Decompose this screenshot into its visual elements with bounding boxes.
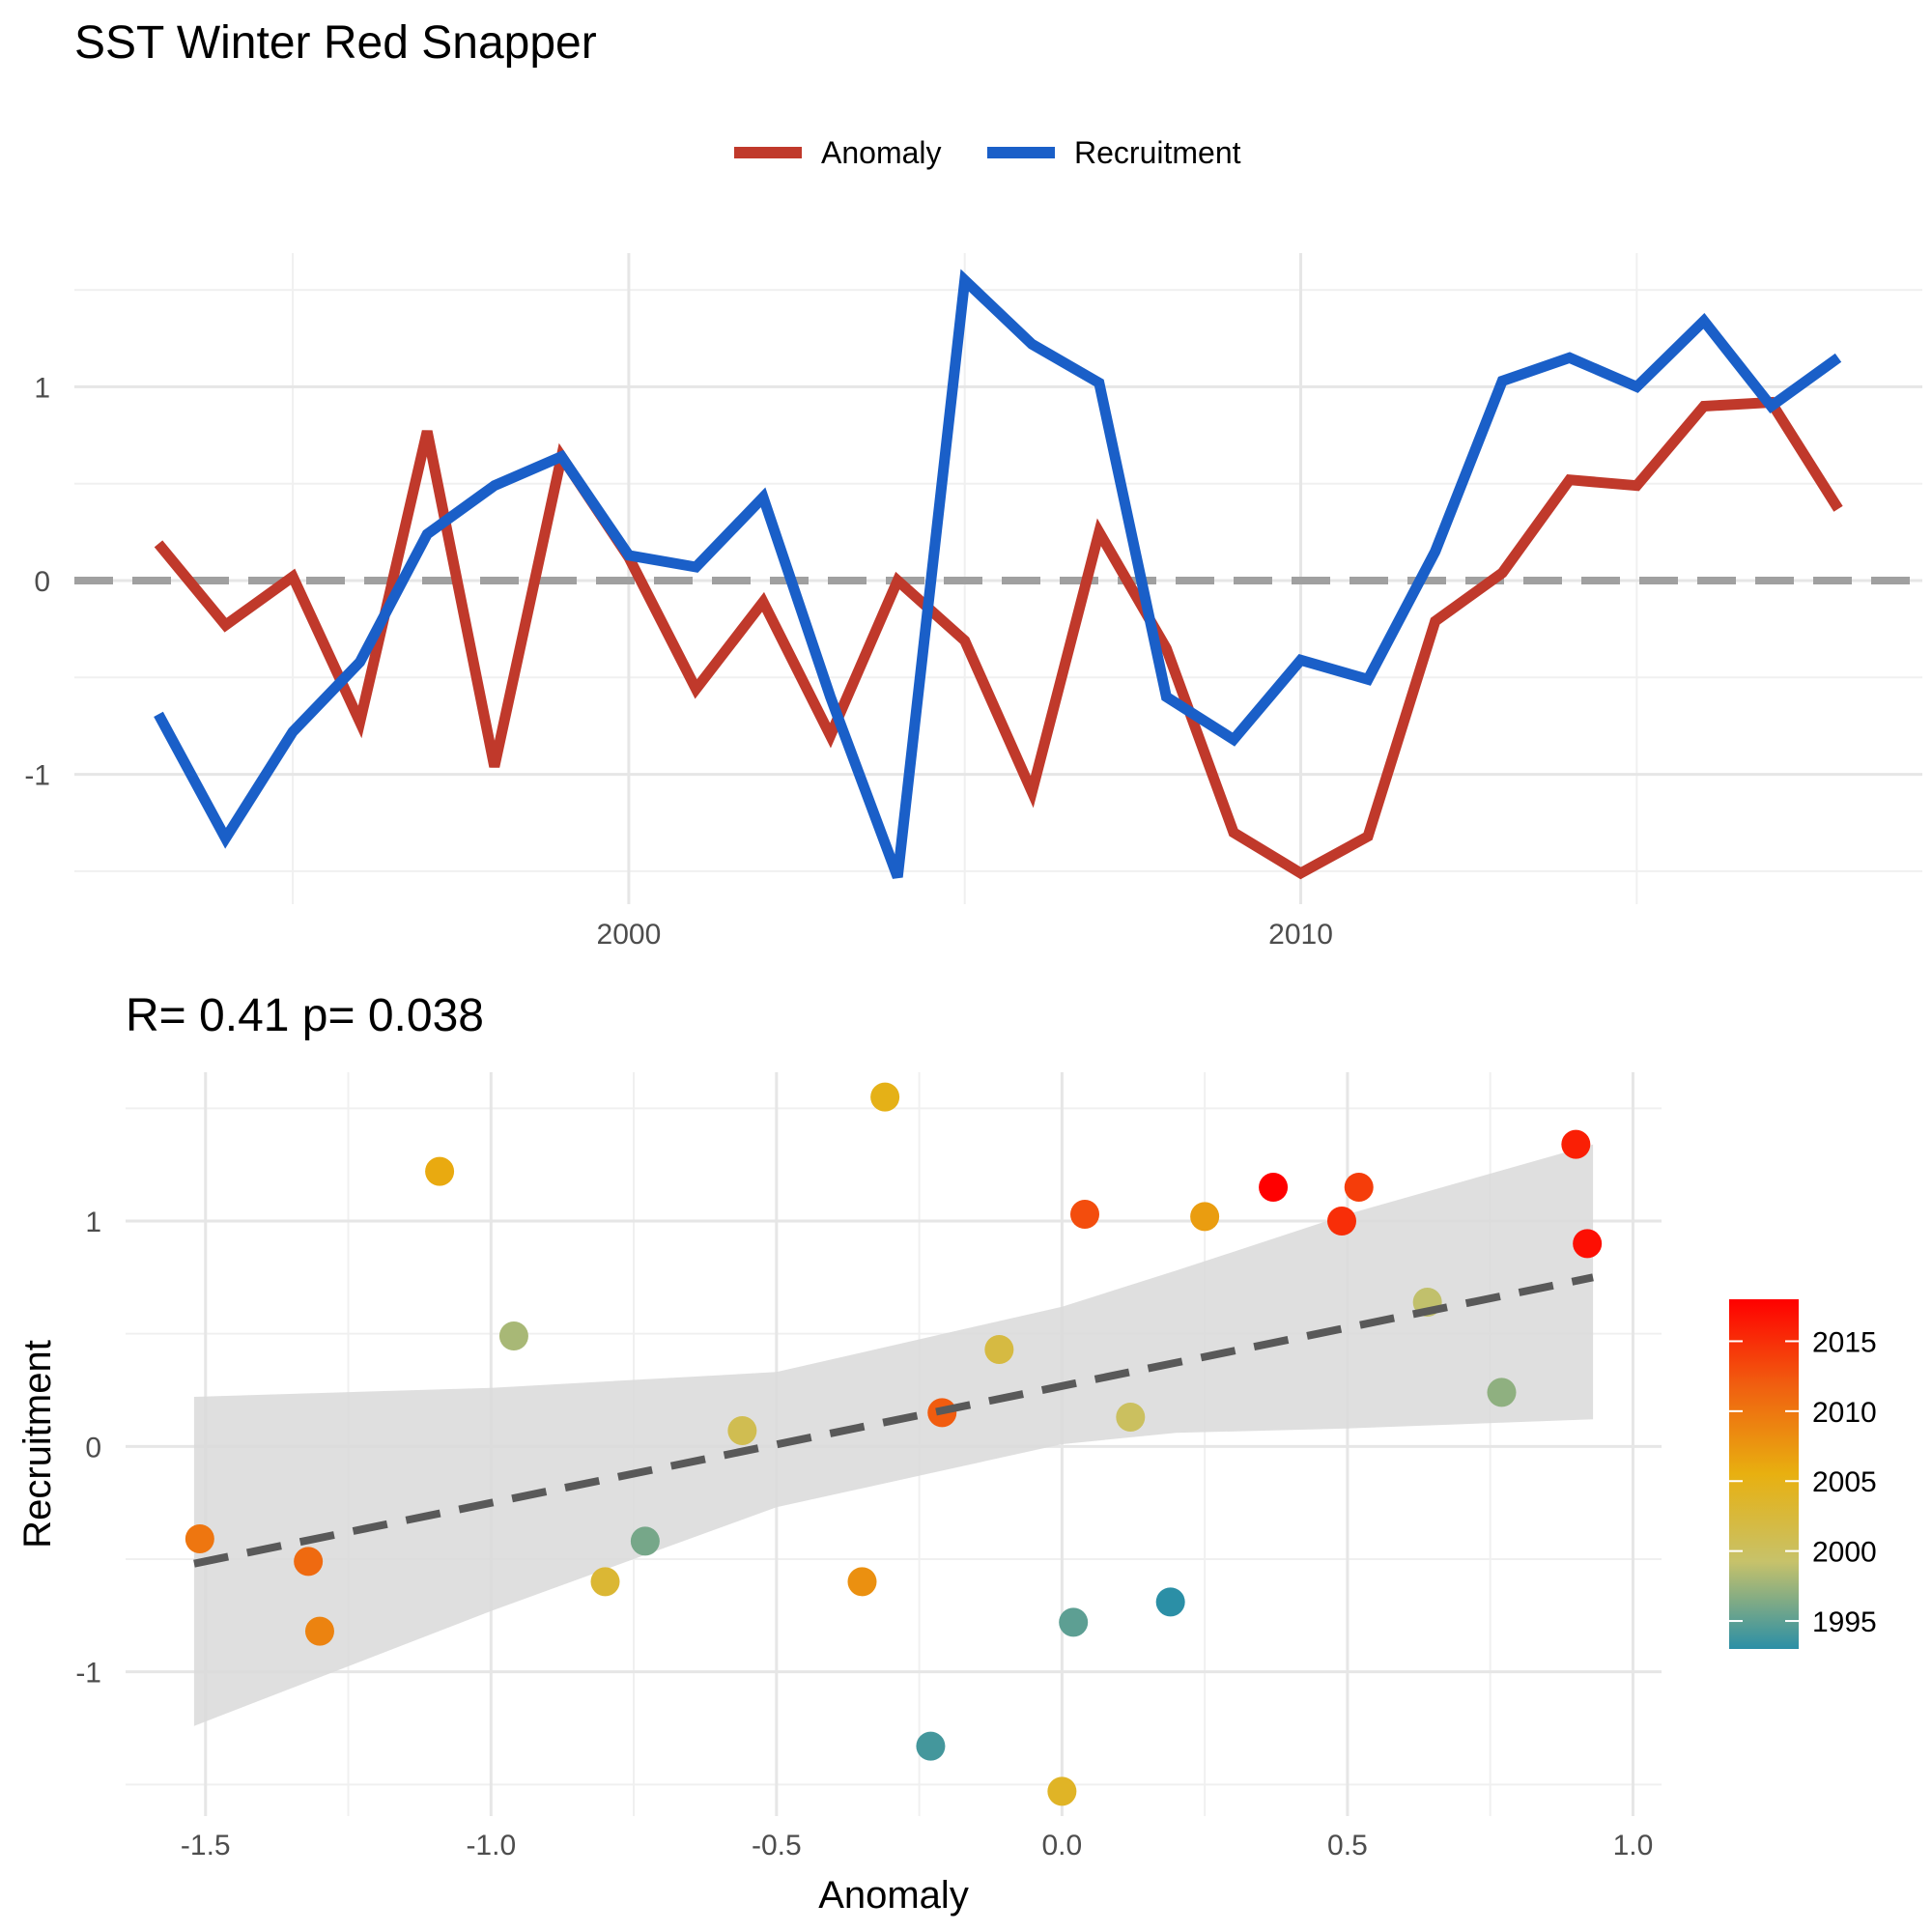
y-tick-label: 1 — [34, 372, 50, 404]
scatter-point — [870, 1082, 900, 1112]
scatter-point — [1116, 1403, 1146, 1432]
colorbar-tick-label: 2000 — [1812, 1537, 1877, 1569]
scatter-point — [916, 1731, 946, 1761]
scatter-point — [727, 1416, 757, 1445]
scatter-point — [425, 1156, 455, 1186]
scatter-point — [590, 1567, 620, 1597]
scatter-point — [1487, 1378, 1517, 1407]
y-axis-title: Recruitment — [16, 1340, 59, 1548]
scatter-point — [294, 1547, 324, 1577]
y-tick-label: 0 — [85, 1432, 101, 1463]
scatter-plot: -1.5 -1.0 -0.5 0.0 0.5 1.0 -1 0 1 — [75, 1072, 1662, 1861]
x-tick-label: 0.0 — [1042, 1830, 1083, 1861]
scatter-point — [1573, 1229, 1603, 1259]
scatter-point — [1047, 1776, 1077, 1806]
scatter-point — [498, 1321, 528, 1350]
x-tick-label: 0.5 — [1327, 1830, 1368, 1861]
colorbar-tick-label: 1995 — [1812, 1606, 1877, 1638]
colorbar-tick-label: 2010 — [1812, 1397, 1877, 1429]
regression-line — [193, 1273, 1594, 1568]
scatter-point — [1070, 1200, 1100, 1229]
x-tick-label: 1.0 — [1613, 1830, 1654, 1861]
legend-label-anomaly: Anomaly — [821, 135, 942, 170]
scatter-point — [304, 1616, 334, 1646]
scatter-point — [847, 1567, 877, 1597]
x-tick-label: -1.5 — [181, 1830, 231, 1861]
scatter-point — [1326, 1207, 1356, 1236]
series-line-recruitment — [154, 269, 1842, 879]
series-line-anomaly — [154, 396, 1843, 880]
year-colorbar: 1995 2000 2005 2010 2015 — [1729, 1299, 1877, 1649]
colorbar-tick-label: 2005 — [1812, 1466, 1877, 1498]
legend: Anomaly Recruitment — [734, 135, 1241, 170]
colorbar-tick-label: 2015 — [1812, 1326, 1877, 1358]
scatter-point — [1561, 1129, 1591, 1159]
scatter-point — [1190, 1202, 1220, 1232]
x-tick-label: 2000 — [597, 919, 662, 951]
y-tick-label: 1 — [85, 1207, 101, 1238]
confidence-band — [193, 1144, 1594, 1726]
scatter-point — [630, 1526, 660, 1556]
time-series-plot: 2000 2010 -1 0 1 — [24, 253, 1922, 951]
x-tick-label: 2010 — [1268, 919, 1333, 951]
y-tick-label: -1 — [24, 760, 50, 792]
y-tick-label: -1 — [75, 1658, 101, 1690]
colorbar-gradient — [1729, 1299, 1799, 1649]
scatter-point — [1344, 1173, 1374, 1202]
scatter-point — [1059, 1607, 1089, 1637]
scatter-point — [984, 1335, 1014, 1364]
scatter-stat-title: R= 0.41 p= 0.038 — [126, 990, 484, 1041]
chart-title: SST Winter Red Snapper — [74, 17, 597, 69]
x-tick-label: -1.0 — [466, 1830, 516, 1861]
x-axis-title: Anomaly — [818, 1874, 969, 1917]
legend-label-recruitment: Recruitment — [1074, 135, 1241, 170]
scatter-point — [1259, 1173, 1289, 1202]
y-tick-label: 0 — [34, 566, 50, 598]
x-tick-label: -0.5 — [752, 1830, 802, 1861]
scatter-point — [1155, 1587, 1185, 1617]
scatter-point — [185, 1524, 214, 1553]
